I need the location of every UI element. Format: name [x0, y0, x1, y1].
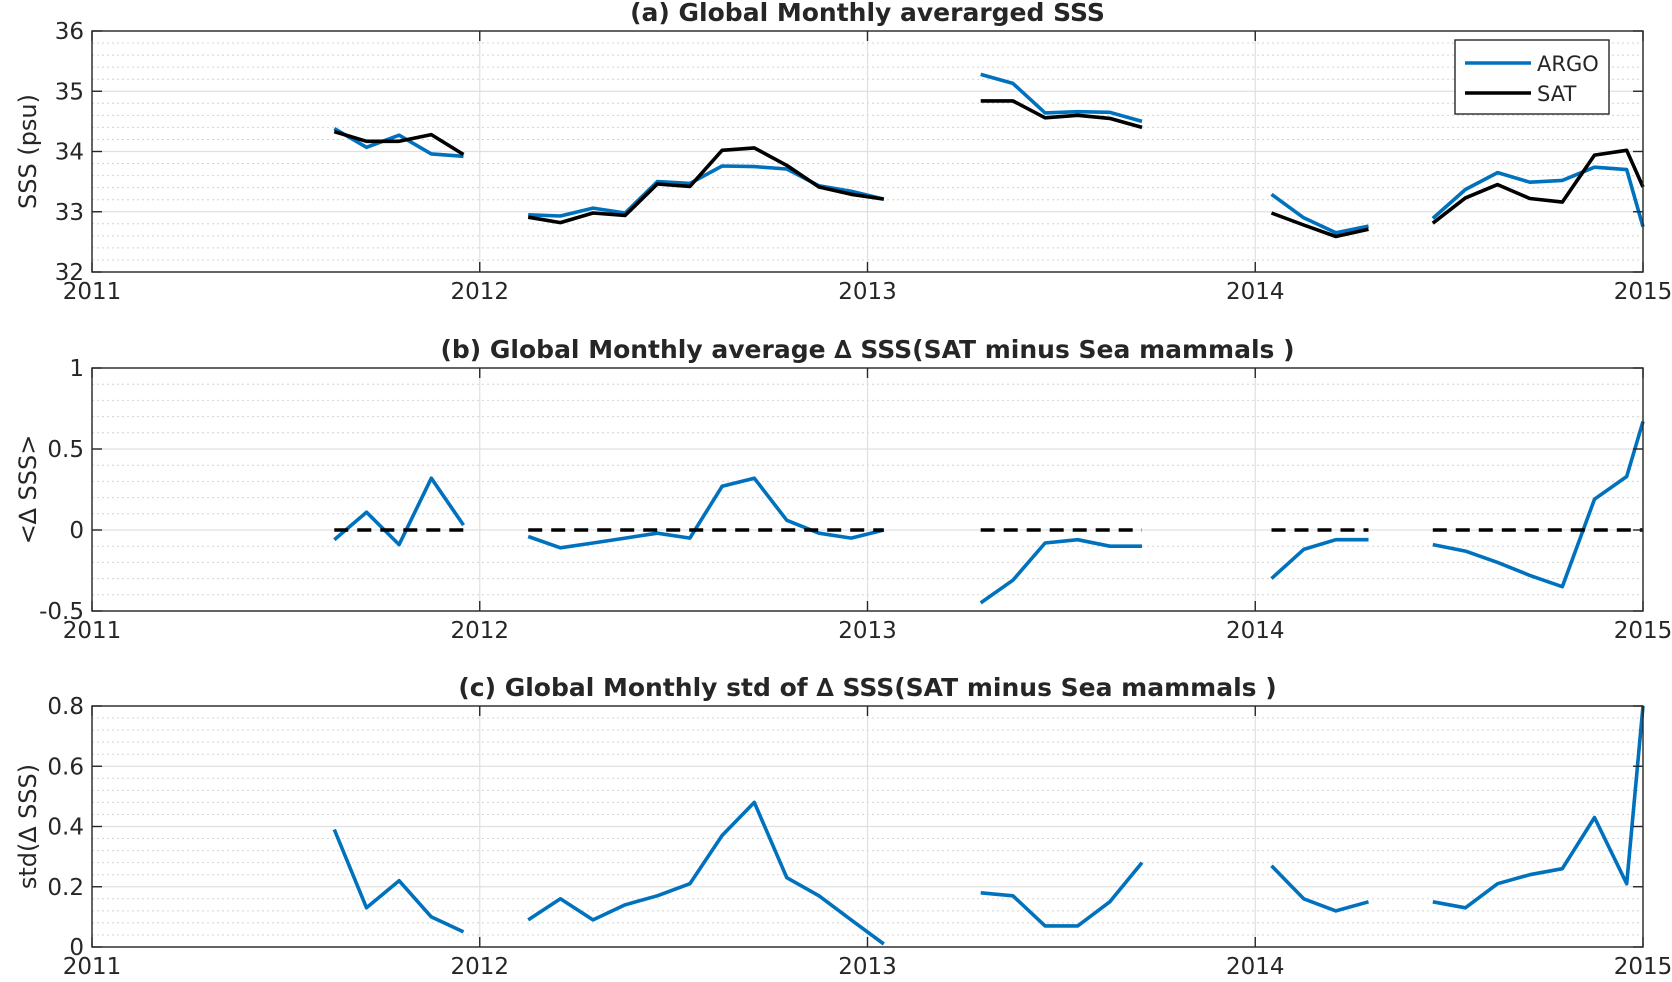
- x-tick-label: 2012: [450, 618, 509, 644]
- series-line-segment: [1270, 192, 1369, 235]
- y-tick-label: 0.2: [47, 875, 84, 901]
- x-tick-label: 2013: [838, 954, 897, 980]
- chart-title: (b) Global Monthly average ∆ SSS(SAT min…: [440, 335, 1294, 364]
- panel-c: 2011 2012 2013 2014 2015 0 0.2 0.4 0.6 0.8 (c) Glo…: [14, 673, 1672, 980]
- y-tick-label: 0.6: [47, 754, 84, 780]
- series-line-segment: [527, 800, 885, 946]
- x-tick-label: 2014: [1226, 618, 1285, 644]
- series-line-segment: [980, 72, 1143, 124]
- chart-title: (c) Global Monthly std of ∆ SSS(SAT minu…: [458, 673, 1276, 702]
- series-delta-sss: [332, 705, 1645, 946]
- series-line-segment: [980, 861, 1144, 928]
- x-tick-label: 2011: [63, 618, 122, 644]
- series-sat: [333, 99, 1645, 239]
- x-tick-label: 2013: [838, 618, 897, 644]
- y-tick-label: -0.5: [39, 599, 84, 625]
- series-line-segment: [1431, 148, 1645, 225]
- x-tick-label: 2015: [1614, 279, 1672, 305]
- legend-label-sat: SAT: [1537, 82, 1576, 106]
- y-tick-label: 33: [55, 200, 84, 226]
- x-tick-label: 2012: [450, 954, 509, 980]
- x-tick-label: 2015: [1614, 618, 1672, 644]
- y-tick-label: 32: [55, 260, 84, 286]
- y-tick-label: 34: [55, 140, 84, 166]
- series-line-segment: [1432, 705, 1645, 910]
- series-line-segment: [979, 537, 1142, 605]
- chart-title: (a) Global Monthly averarged SSS: [630, 0, 1105, 27]
- legend-label-argo: ARGO: [1537, 52, 1599, 76]
- x-tick-label: 2012: [450, 279, 509, 305]
- y-tick-label: 0.8: [47, 694, 84, 720]
- legend-box: [1454, 39, 1610, 115]
- x-tick-label: 2014: [1226, 954, 1285, 980]
- panel-b: 2011 2012 2013 2014 2015 -0.5 0 0.5 1 (b) Global …: [14, 335, 1672, 644]
- series-line-segment: [333, 476, 465, 547]
- series-delta-sss: [333, 420, 1645, 605]
- x-tick-label: 2011: [63, 954, 122, 980]
- panel-a: 2011 2012 2013 2014 2015 32 33 34 35 36 (a) Global…: [14, 0, 1672, 305]
- series-line-segment: [333, 127, 464, 159]
- y-axis-label: SSS (psu): [14, 94, 42, 209]
- series-line-segment: [527, 146, 885, 225]
- y-tick-label: 0.4: [47, 815, 84, 841]
- series-line-segment: [527, 476, 885, 550]
- series-line-segment: [1270, 864, 1369, 913]
- series-line-segment: [333, 129, 465, 157]
- y-tick-label: 1: [69, 356, 84, 382]
- legend: ARGO SAT: [1454, 39, 1610, 115]
- x-tick-label: 2013: [838, 279, 897, 305]
- y-tick-label: 0: [69, 518, 84, 544]
- x-tick-label: 2011: [63, 279, 122, 305]
- series-line-segment: [1431, 165, 1645, 228]
- y-tick-label: 0.5: [47, 437, 84, 463]
- series-line-segment: [1270, 211, 1369, 239]
- y-axis-label: <∆ SSS>: [14, 435, 42, 545]
- series-line-segment: [1270, 537, 1369, 580]
- y-axis-label: std(∆ SSS): [14, 764, 42, 889]
- series-line-segment: [332, 828, 465, 934]
- y-tick-label: 36: [55, 19, 84, 45]
- series-line-segment: [1432, 420, 1645, 589]
- y-tick-label: 35: [55, 79, 84, 105]
- series-line-segment: [980, 99, 1143, 130]
- y-tick-label: 0: [69, 935, 84, 961]
- x-tick-label: 2015: [1614, 954, 1672, 980]
- x-tick-label: 2014: [1226, 279, 1285, 305]
